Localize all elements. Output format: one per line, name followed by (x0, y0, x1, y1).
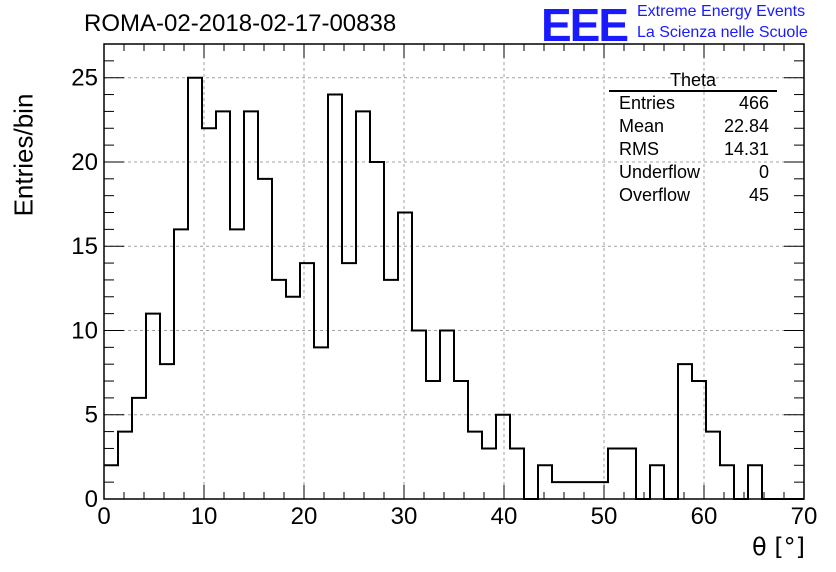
x-tick-label: 30 (391, 503, 418, 530)
stats-label: Overflow (619, 185, 691, 205)
x-tick-label: 60 (691, 503, 718, 530)
stats-title: Theta (609, 70, 777, 92)
y-tick-label: 5 (85, 402, 98, 429)
logo-line-2: La Scienza nelle Scuole (637, 24, 808, 41)
stats-row-mean: Mean 22.84 (609, 115, 777, 138)
y-tick-label: 15 (71, 233, 98, 260)
y-tick-label: 25 (71, 65, 98, 92)
x-axis-label: θ [°] (752, 533, 806, 561)
y-tick-label: 0 (85, 486, 98, 513)
stats-row-underflow: Underflow 0 (609, 161, 777, 184)
y-tick-label: 10 (71, 317, 98, 344)
y-axis-label: Entries/bin (4, 94, 44, 217)
run-title: ROMA-02-2018-02-17-00838 (84, 10, 397, 37)
x-tick-label: 20 (291, 503, 318, 530)
logo-line-1: Extreme Energy Events (637, 3, 806, 20)
stats-box: Theta Entries 466 Mean 22.84 RMS 14.31 U… (609, 70, 777, 207)
stats-label: Entries (619, 93, 676, 113)
stats-value: 466 (738, 93, 769, 113)
eee-logo: EEE (541, 0, 629, 51)
x-tick-label: 70 (791, 503, 818, 530)
x-tick-label: 40 (491, 503, 518, 530)
stats-label: Mean (619, 116, 665, 136)
x-tick-label: 50 (591, 503, 618, 530)
stats-label: RMS (619, 139, 659, 159)
histogram-series (104, 76, 804, 500)
x-tick-label: 10 (191, 503, 218, 530)
stats-value: 22.84 (723, 116, 769, 136)
stats-row-overflow: Overflow 45 (609, 184, 777, 207)
y-tick-label: 20 (71, 149, 98, 176)
y-axis-label-text: Entries/bin (8, 93, 39, 217)
stats-row-entries: Entries 466 (609, 92, 777, 115)
plot-frame (103, 43, 805, 500)
stats-value: 14.31 (723, 139, 769, 159)
stats-label: Underflow (619, 162, 701, 182)
stats-value: 45 (748, 185, 769, 205)
x-tick-label: 0 (97, 503, 110, 530)
stats-row-rms: RMS 14.31 (609, 138, 777, 161)
stats-value: 0 (758, 162, 769, 182)
